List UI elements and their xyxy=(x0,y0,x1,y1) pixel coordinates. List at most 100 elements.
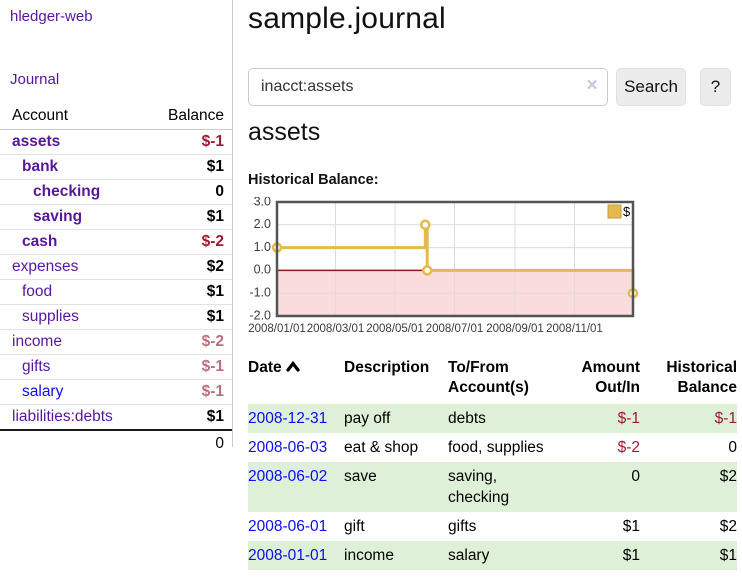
main-content: sample.journal × Search ? assets Histori… xyxy=(234,0,742,582)
sidebar-account-link-expenses[interactable]: expenses xyxy=(12,258,79,275)
register-header-date[interactable]: Date xyxy=(248,356,344,404)
sidebar-account-link-saving[interactable]: saving xyxy=(33,208,83,225)
account-row: salary $-1 xyxy=(0,379,232,405)
page-title: sample.journal xyxy=(248,2,446,35)
transaction-accounts: food, supplies xyxy=(448,439,544,456)
account-row: food $1 xyxy=(0,279,232,305)
svg-text:2008/01/01: 2008/01/01 xyxy=(248,323,306,335)
register-header-description: Description xyxy=(344,356,448,404)
search-input[interactable] xyxy=(248,68,608,106)
historical-balance-chart: 3.0 2.0 1.0 0.0 -1.0 -2.0 2008/01/01 2008/03/01… xyxy=(244,194,714,343)
search-button[interactable]: Search xyxy=(616,68,686,106)
svg-text:2008/05/01: 2008/05/01 xyxy=(366,323,424,335)
svg-text:-1.0: -1.0 xyxy=(249,285,271,299)
transaction-amount: $1 xyxy=(560,541,640,570)
account-row: supplies $1 xyxy=(0,304,232,330)
transaction-balance: $-1 xyxy=(640,404,737,433)
sidebar-account-link-food[interactable]: food xyxy=(22,283,53,300)
transaction-accounts: gifts xyxy=(448,518,477,535)
register-header-to-from-account-s-: To/From Account(s) xyxy=(448,356,560,404)
transaction-balance: 0 xyxy=(728,439,737,456)
accounts-tbody: assets $-1 bank $1 checking 0 saving $1 cash $-2 e… xyxy=(0,129,232,431)
app-brand-link[interactable]: hledger-web xyxy=(10,8,93,25)
sort-ascending-icon xyxy=(286,361,300,372)
sidebar-account-link-gifts[interactable]: gifts xyxy=(22,358,51,375)
transaction-balance: $2 xyxy=(640,462,737,512)
svg-text:2.0: 2.0 xyxy=(254,217,271,231)
register-header-row: Date Description To/From Account(s) Amount … xyxy=(248,356,737,404)
register-header-amount-out-in: Amount Out/In xyxy=(560,356,640,404)
account-balance: $-1 xyxy=(149,379,232,405)
account-row: expenses $2 xyxy=(0,254,232,280)
transaction-description: gift xyxy=(344,518,365,535)
account-heading: assets xyxy=(248,118,321,146)
transaction-row: 2008-01-01 income salary $1 $1 xyxy=(248,541,737,570)
transaction-description: income xyxy=(344,541,448,570)
svg-text:2008/07/01: 2008/07/01 xyxy=(426,323,484,335)
sidebar-account-link-salary[interactable]: salary xyxy=(22,383,64,400)
account-row: checking 0 xyxy=(0,179,232,205)
register-header-label: Date xyxy=(248,359,282,376)
account-balance: $1 xyxy=(149,304,232,330)
account-balance: $1 xyxy=(149,404,232,431)
transaction-date-link[interactable]: 2008-12-31 xyxy=(248,410,328,427)
transaction-accounts: salary xyxy=(448,541,560,570)
register-header-label: To/From Account(s) xyxy=(448,359,529,396)
transaction-description: pay off xyxy=(344,404,448,433)
sidebar-account-link-supplies[interactable]: supplies xyxy=(22,308,79,325)
transaction-accounts: debts xyxy=(448,404,560,433)
svg-text:3.0: 3.0 xyxy=(254,197,271,208)
transaction-accounts: saving, checking xyxy=(448,462,560,512)
sidebar-account-link-income[interactable]: income xyxy=(12,333,62,350)
sidebar-item-journal[interactable]: Journal xyxy=(10,71,60,88)
sidebar-account-link-checking[interactable]: checking xyxy=(33,183,101,200)
search-bar: × Search ? xyxy=(248,68,738,106)
account-balance: $-1 xyxy=(149,354,232,380)
accounts-header-balance: Balance xyxy=(149,104,232,130)
account-row: saving $1 xyxy=(0,204,232,230)
clear-search-icon[interactable]: × xyxy=(586,75,598,96)
sidebar-account-link-liabilities-debts[interactable]: liabilities:debts xyxy=(12,408,113,425)
transaction-date-link[interactable]: 2008-01-01 xyxy=(248,547,328,564)
sidebar-account-link-assets[interactable]: assets xyxy=(12,133,61,150)
accounts-header-account: Account xyxy=(0,104,150,130)
account-balance: $2 xyxy=(149,254,232,280)
transaction-row: 2008-06-01 gift gifts $1 $2 xyxy=(248,512,737,541)
transaction-date-link[interactable]: 2008-06-01 xyxy=(248,518,328,535)
sidebar-account-link-bank[interactable]: bank xyxy=(22,158,59,175)
chart-title: Historical Balance: xyxy=(248,172,379,188)
account-row: bank $1 xyxy=(0,154,232,180)
svg-text:2008/03/01: 2008/03/01 xyxy=(307,323,365,335)
svg-text:0.0: 0.0 xyxy=(254,263,271,277)
svg-text:$: $ xyxy=(623,204,631,219)
account-balance: $1 xyxy=(149,154,232,180)
account-balance: $1 xyxy=(149,204,232,230)
help-button[interactable]: ? xyxy=(700,68,731,106)
transaction-amount: 0 xyxy=(560,462,640,512)
transaction-balance: $1 xyxy=(640,541,737,570)
register-header-label: Description xyxy=(344,359,430,376)
account-row: liabilities:debts $1 xyxy=(0,404,232,431)
account-balance: $-2 xyxy=(149,329,232,355)
account-row: cash $-2 xyxy=(0,229,232,255)
account-balance: $-2 xyxy=(149,229,232,255)
account-row: income $-2 xyxy=(0,329,232,355)
transaction-row: 2008-06-02 save saving, checking 0 $2 xyxy=(248,462,737,512)
register-header-label: Historical Balance xyxy=(666,359,737,396)
accounts-total-value: 0 xyxy=(149,429,232,456)
sidebar: hledger-web Journal Account Balance asse… xyxy=(0,0,233,456)
transaction-row: 2008-06-03 eat & shop food, supplies $-2 0 xyxy=(248,433,737,462)
transaction-amount: $-2 xyxy=(617,439,640,456)
account-balance: $1 xyxy=(149,279,232,305)
transaction-date-link[interactable]: 2008-06-03 xyxy=(248,439,328,456)
register-header-historical-balance: Historical Balance xyxy=(640,356,737,404)
transaction-description: save xyxy=(344,462,448,512)
transaction-amount: $1 xyxy=(622,518,640,535)
account-row: assets $-1 xyxy=(0,129,232,155)
transaction-description: eat & shop xyxy=(344,439,419,456)
transaction-amount: $-1 xyxy=(560,404,640,433)
account-balance: $-1 xyxy=(149,129,232,155)
transaction-date-link[interactable]: 2008-06-02 xyxy=(248,468,328,485)
sidebar-account-link-cash[interactable]: cash xyxy=(22,233,58,250)
